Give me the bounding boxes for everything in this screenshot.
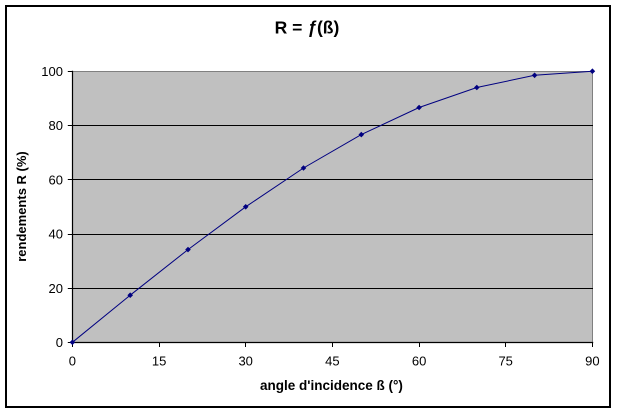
svg-text:rendements R (%): rendements R (%): [14, 151, 29, 262]
svg-text:30: 30: [238, 354, 252, 369]
svg-text:75: 75: [498, 354, 512, 369]
svg-text:80: 80: [49, 118, 63, 133]
svg-text:15: 15: [152, 354, 166, 369]
svg-text:angle d'incidence ß (°): angle d'incidence ß (°): [260, 378, 403, 393]
svg-text:20: 20: [49, 281, 63, 296]
svg-text:R = ƒ(ß): R = ƒ(ß): [275, 18, 340, 38]
svg-text:90: 90: [585, 354, 599, 369]
svg-text:45: 45: [325, 354, 339, 369]
svg-text:60: 60: [49, 172, 63, 187]
svg-text:100: 100: [41, 64, 63, 79]
svg-text:40: 40: [49, 227, 63, 242]
svg-text:0: 0: [56, 335, 63, 350]
svg-text:60: 60: [412, 354, 426, 369]
svg-text:0: 0: [69, 354, 76, 369]
